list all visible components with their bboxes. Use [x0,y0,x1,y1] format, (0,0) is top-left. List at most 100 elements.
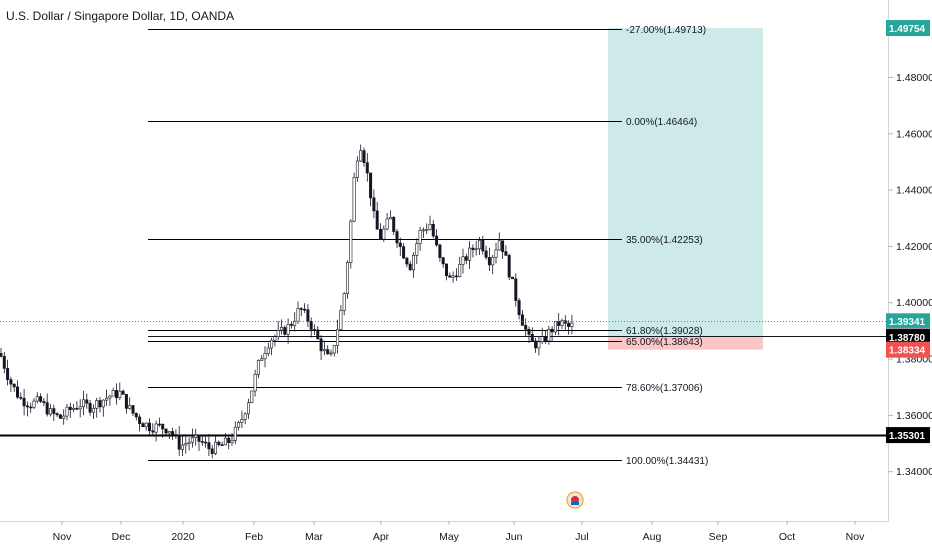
candle[interactable] [567,320,571,335]
candle[interactable] [72,403,76,413]
candle[interactable] [444,263,448,281]
candle[interactable] [2,351,6,374]
candle[interactable] [481,235,485,255]
candle[interactable] [161,423,165,438]
candle[interactable] [151,423,155,437]
candle[interactable] [448,272,452,278]
candle[interactable] [19,392,23,401]
candle[interactable] [167,431,171,439]
candle[interactable] [177,426,181,456]
candle[interactable] [355,156,359,182]
events-icon[interactable] [566,491,584,509]
candle[interactable] [12,383,16,392]
candle[interactable] [85,393,89,409]
candle[interactable] [118,382,122,401]
candle[interactable] [128,397,132,410]
candle[interactable] [270,337,274,356]
candle[interactable] [349,219,353,269]
candle[interactable] [362,147,366,167]
candle[interactable] [223,433,227,446]
candle[interactable] [279,319,283,335]
candle[interactable] [312,324,316,336]
candle[interactable] [138,414,142,432]
candle[interactable] [332,344,336,357]
candle[interactable] [15,380,19,399]
candle[interactable] [329,349,333,357]
candle[interactable] [25,401,29,417]
candle[interactable] [484,245,488,260]
candlestick-series[interactable] [0,144,574,459]
candle[interactable] [550,326,554,342]
candle[interactable] [131,405,135,416]
candle[interactable] [428,215,432,231]
candle[interactable] [378,223,382,240]
candle[interactable] [431,220,435,239]
candle[interactable] [6,359,10,386]
candle[interactable] [418,226,422,251]
candle[interactable] [227,436,231,450]
candle[interactable] [345,260,349,299]
candle[interactable] [402,243,406,259]
candle[interactable] [260,354,264,361]
candle[interactable] [184,434,188,454]
candle[interactable] [237,420,241,431]
candle[interactable] [39,393,43,403]
candle[interactable] [276,321,280,341]
candle[interactable] [197,434,201,451]
candle[interactable] [286,318,290,344]
candle[interactable] [468,241,472,269]
long-position-profit-zone[interactable] [608,28,763,336]
candle[interactable] [451,271,455,283]
candle[interactable] [322,340,326,356]
candle[interactable] [78,399,82,418]
candle[interactable] [514,273,518,307]
candle[interactable] [29,402,33,413]
candle[interactable] [537,336,541,356]
candle[interactable] [369,172,373,207]
candle[interactable] [540,327,544,345]
candle[interactable] [395,229,399,248]
candle[interactable] [42,397,46,407]
candle[interactable] [570,314,574,334]
candle[interactable] [250,390,254,404]
candle[interactable] [454,268,458,281]
candle[interactable] [204,434,208,448]
candle[interactable] [491,254,495,275]
candle[interactable] [190,428,194,448]
price-axis[interactable]: 1.340001.360001.380001.400001.420001.440… [888,72,932,478]
candle[interactable] [336,319,340,354]
candle[interactable] [530,327,534,342]
fibonacci-retracement[interactable]: -27.00%(1.49713) 0.00%(1.46464) 35.00%(1.4… [148,25,708,467]
candle[interactable] [359,144,363,163]
candle[interactable] [171,427,175,440]
candle[interactable] [303,303,307,313]
candle[interactable] [82,390,86,416]
candle[interactable] [108,394,112,406]
candle[interactable] [560,318,564,330]
candle[interactable] [510,276,514,280]
candle[interactable] [230,433,234,446]
candle[interactable] [157,417,161,427]
candle[interactable] [9,376,13,392]
candle[interactable] [441,256,445,268]
candle[interactable] [187,437,191,451]
candle[interactable] [121,389,125,395]
candle[interactable] [134,412,138,421]
candle[interactable] [68,402,72,418]
candle[interactable] [501,240,505,259]
candle[interactable] [342,292,346,316]
candle[interactable] [289,320,293,329]
candle[interactable] [181,436,185,456]
candle[interactable] [520,309,524,326]
candle[interactable] [0,347,3,358]
candle[interactable] [154,420,158,442]
candle[interactable] [504,245,508,256]
candle[interactable] [316,326,320,340]
candle[interactable] [105,389,109,406]
candle[interactable] [273,334,277,347]
candle[interactable] [299,307,303,317]
candle[interactable] [200,434,204,446]
candle[interactable] [48,403,52,417]
candle[interactable] [22,389,26,416]
candle[interactable] [471,244,475,258]
